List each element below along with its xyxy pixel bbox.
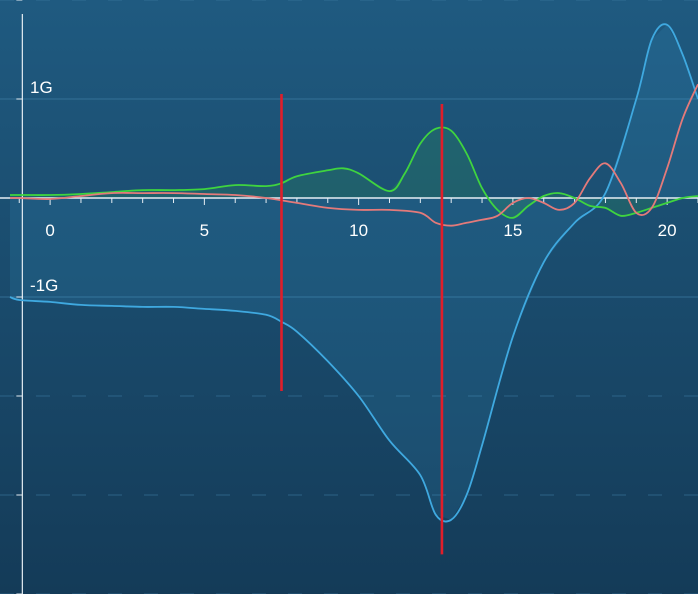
series-1-fill [10, 128, 698, 218]
label-layer: 0 5 10 15 20 1G -1G [30, 78, 677, 295]
x-tick-label: 0 [45, 221, 54, 240]
x-tick-label: 5 [200, 221, 209, 240]
x-tick-label: 10 [349, 221, 368, 240]
y-label: -1G [30, 276, 58, 295]
x-tick-label: 20 [658, 221, 677, 240]
y-label: 1G [30, 78, 53, 97]
x-tick-label: 15 [503, 221, 522, 240]
series-0-fill [10, 24, 698, 520]
series-0-line [9, 23, 698, 523]
series-layer [9, 23, 698, 523]
marker-layer [280, 94, 444, 555]
series-2-line [9, 83, 698, 227]
series-1-line [10, 126, 698, 219]
fill-layer [10, 24, 698, 520]
